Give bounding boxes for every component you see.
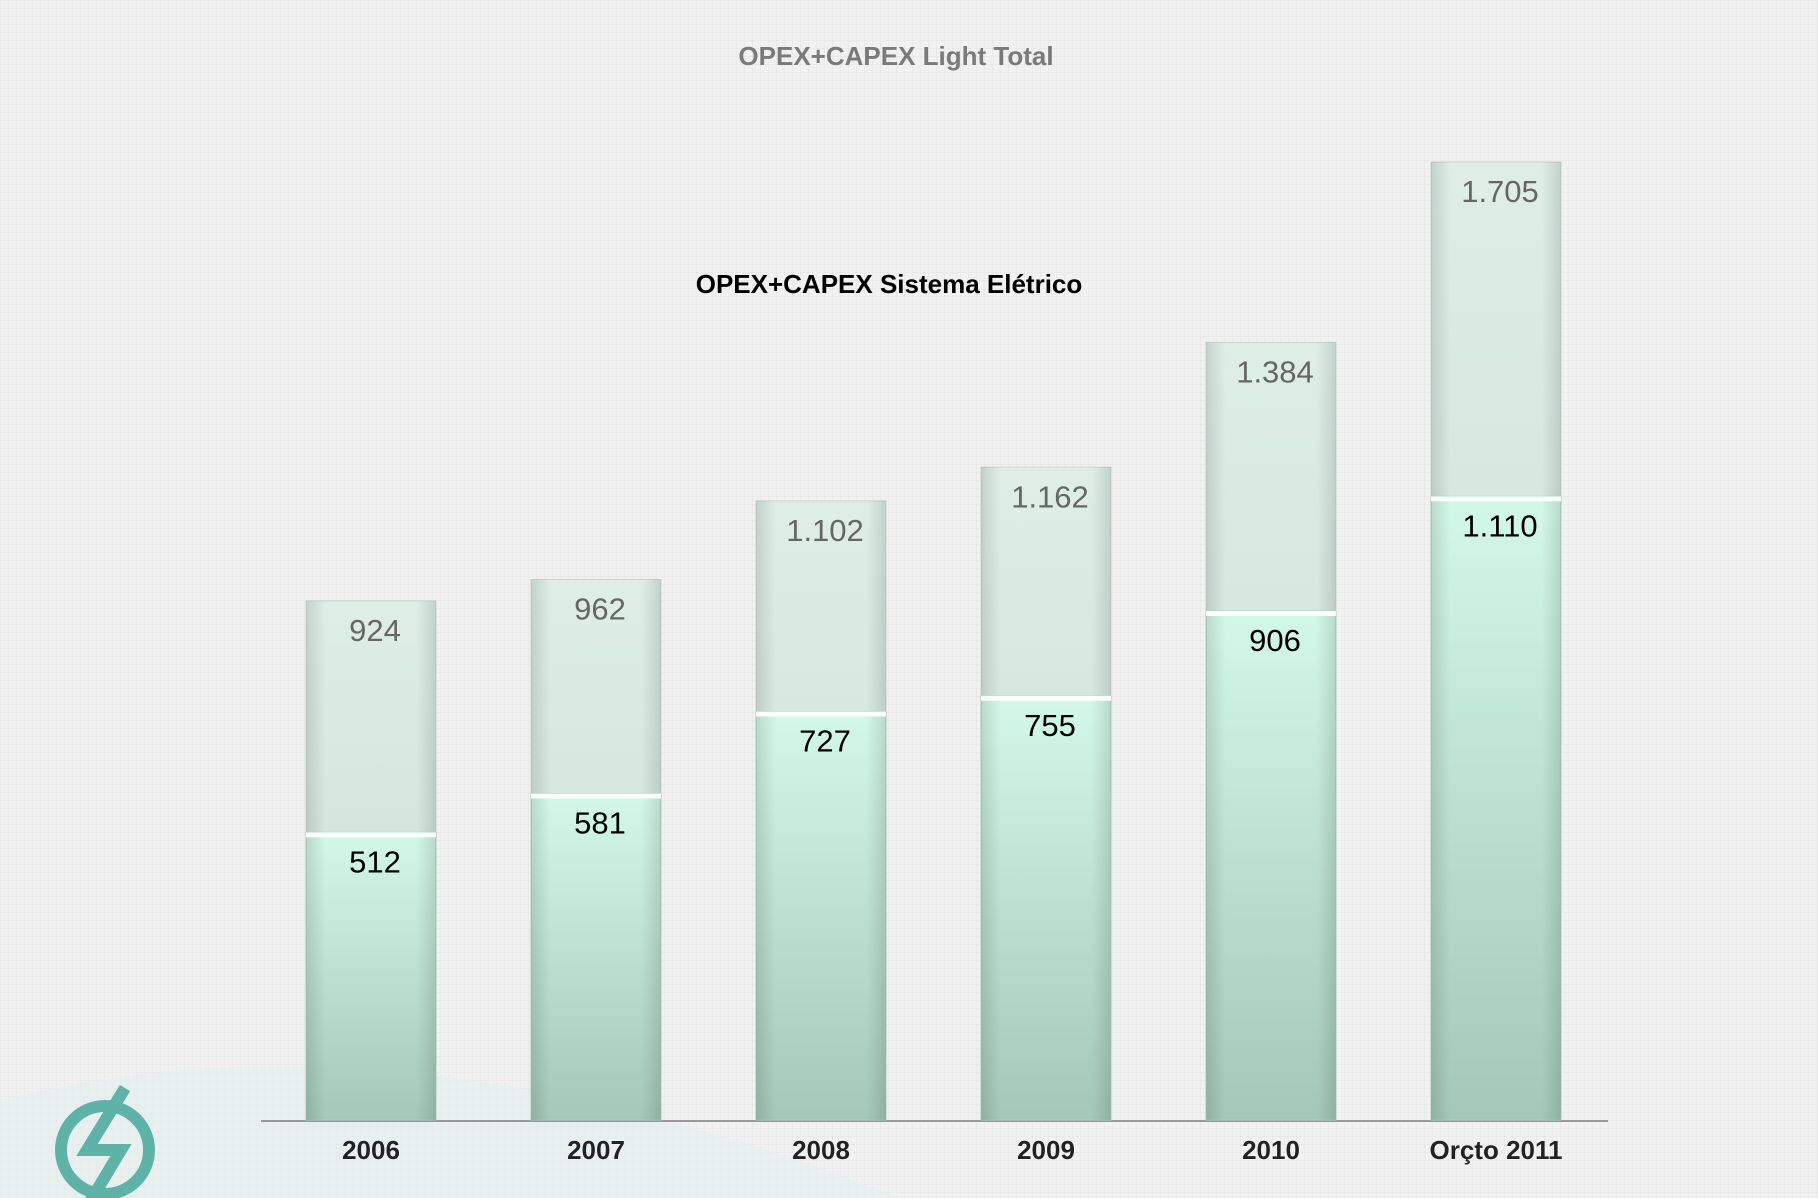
value-label: 755 [1024, 708, 1076, 743]
series-title: OPEX+CAPEX Sistema Elétrico [696, 269, 1083, 299]
bar-shade [531, 793, 661, 1120]
bar-highlight [1206, 610, 1336, 616]
value-label: 512 [349, 845, 401, 880]
bar-shade [1206, 610, 1336, 1120]
bar-shade [981, 695, 1111, 1120]
value-label: 924 [349, 613, 401, 648]
value-label: 1.162 [1011, 479, 1089, 514]
x-tick-label: 2010 [1242, 1135, 1300, 1165]
value-label: 581 [574, 806, 626, 841]
x-tick-label: Orçto 2011 [1430, 1135, 1563, 1165]
value-label: 962 [574, 592, 626, 627]
value-label: 1.705 [1461, 174, 1539, 209]
bar-shade [756, 711, 886, 1120]
bar-highlight [1431, 496, 1561, 502]
value-label: 1.384 [1236, 355, 1314, 390]
value-label: 727 [799, 724, 851, 759]
bar-highlight [531, 793, 661, 799]
bar-highlight [981, 695, 1111, 701]
decor-swoosh [0, 1066, 900, 1198]
x-tick-label: 2007 [567, 1135, 625, 1165]
bar-highlight [756, 711, 886, 717]
x-tick-label: 2006 [342, 1135, 400, 1165]
bar-shade [1431, 496, 1561, 1120]
series-title: OPEX+CAPEX Light Total [738, 41, 1053, 71]
value-label: 1.102 [786, 513, 864, 548]
bar-shade [306, 832, 436, 1120]
logo [55, 1084, 155, 1198]
value-label: 906 [1249, 623, 1301, 658]
x-tick-label: 2008 [792, 1135, 850, 1165]
value-label: 1.110 [1462, 509, 1537, 544]
bar-highlight [306, 832, 436, 838]
x-tick-label: 2009 [1017, 1135, 1075, 1165]
